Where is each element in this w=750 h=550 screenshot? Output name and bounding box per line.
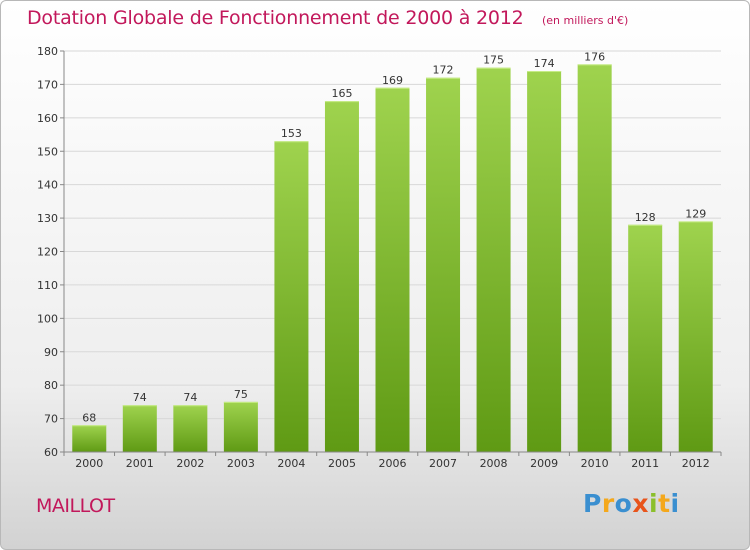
bar-value-label: 75 bbox=[234, 388, 248, 401]
commune-name: MAILLOT bbox=[36, 495, 115, 517]
bar bbox=[223, 401, 258, 452]
chart-title: Dotation Globale de Fonctionnement de 20… bbox=[27, 7, 524, 29]
bar bbox=[577, 64, 612, 452]
x-tick-label: 2004 bbox=[277, 457, 305, 470]
unit-note: (en milliers d'€) bbox=[542, 14, 629, 27]
x-tick-label: 2006 bbox=[379, 457, 407, 470]
x-tick-label: 2002 bbox=[176, 457, 204, 470]
x-tick-label: 2011 bbox=[631, 457, 659, 470]
x-tick-label: 2012 bbox=[682, 457, 710, 470]
bar-value-label: 153 bbox=[281, 127, 302, 140]
bar bbox=[173, 405, 208, 452]
bar bbox=[476, 67, 511, 452]
y-tick-label: 70 bbox=[44, 413, 58, 426]
bar-value-label: 129 bbox=[685, 207, 706, 220]
x-tick-label: 2010 bbox=[581, 457, 609, 470]
bar-value-label: 176 bbox=[584, 50, 605, 63]
y-tick-label: 100 bbox=[37, 312, 58, 325]
bar-value-label: 68 bbox=[82, 411, 96, 424]
bar-value-label: 128 bbox=[635, 211, 656, 224]
y-tick-label: 150 bbox=[37, 145, 58, 158]
bar-value-label: 74 bbox=[183, 391, 197, 404]
x-tick-label: 2003 bbox=[227, 457, 255, 470]
x-tick-label: 2005 bbox=[328, 457, 356, 470]
bar bbox=[527, 71, 562, 453]
y-tick-label: 60 bbox=[44, 446, 58, 459]
bar-value-label: 169 bbox=[382, 74, 403, 87]
y-tick-label: 170 bbox=[37, 78, 58, 91]
bar bbox=[628, 224, 663, 452]
bar bbox=[324, 101, 359, 452]
x-tick-label: 2007 bbox=[429, 457, 457, 470]
bar-value-label: 74 bbox=[133, 391, 147, 404]
bar-value-label: 174 bbox=[534, 57, 555, 70]
bar bbox=[72, 425, 107, 452]
y-tick-label: 110 bbox=[37, 279, 58, 292]
x-tick-label: 2009 bbox=[530, 457, 558, 470]
x-tick-label: 2001 bbox=[126, 457, 154, 470]
y-tick-label: 160 bbox=[37, 112, 58, 125]
bar-value-label: 172 bbox=[433, 64, 454, 77]
bar bbox=[375, 87, 410, 452]
bar bbox=[426, 77, 461, 452]
y-tick-label: 120 bbox=[37, 246, 58, 259]
y-tick-label: 130 bbox=[37, 212, 58, 225]
y-tick-label: 180 bbox=[37, 45, 58, 58]
bar-value-label: 175 bbox=[483, 54, 504, 67]
x-tick-label: 2008 bbox=[480, 457, 508, 470]
proxiti-logo: Proxiti bbox=[583, 489, 680, 518]
bar bbox=[122, 405, 157, 452]
y-tick-label: 140 bbox=[37, 179, 58, 192]
bar-value-label: 165 bbox=[331, 87, 352, 100]
bar bbox=[274, 141, 309, 452]
x-tick-label: 2000 bbox=[75, 457, 103, 470]
bar bbox=[678, 221, 713, 452]
y-tick-label: 90 bbox=[44, 346, 58, 359]
y-tick-label: 80 bbox=[44, 379, 58, 392]
